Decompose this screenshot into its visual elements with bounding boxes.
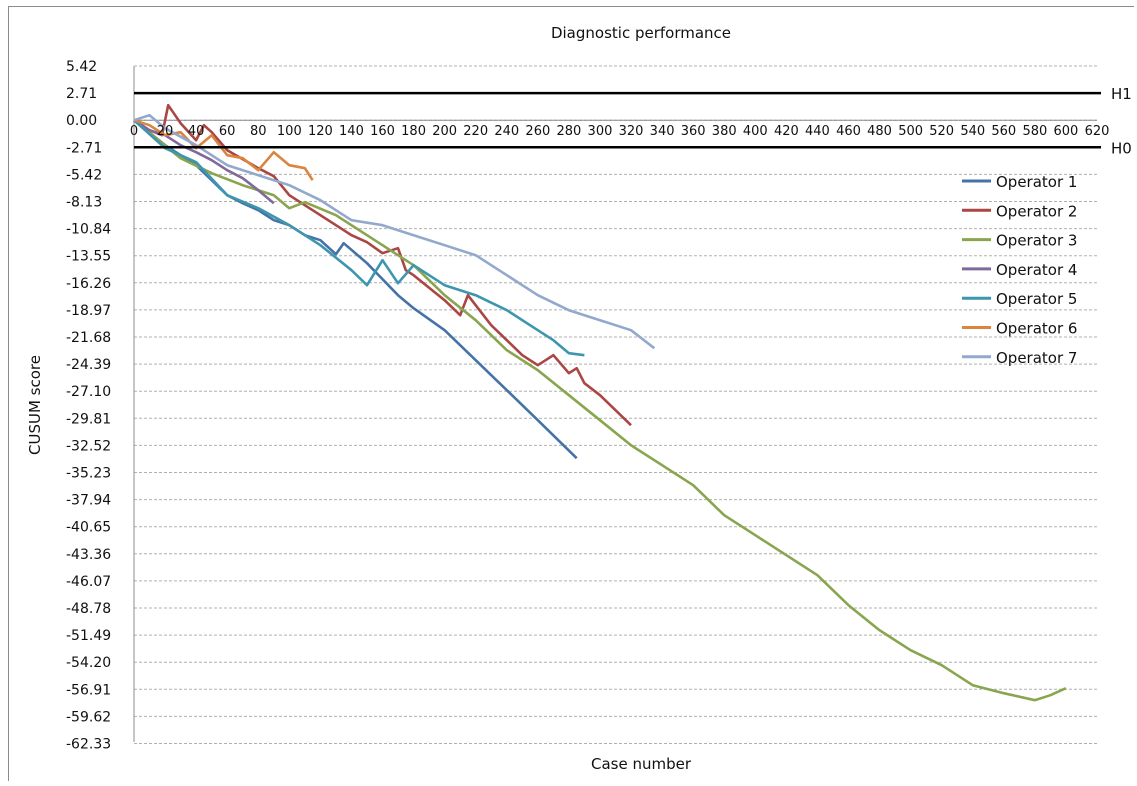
y-tick-label: 0.00 [66,113,97,129]
legend-label: Operator 1 [996,173,1077,191]
y-tick-label: -40.65 [66,520,111,536]
x-tick-label: 600 [1054,124,1079,139]
y-tick-label: -46.07 [66,574,111,590]
x-tick-label: 360 [681,124,706,139]
y-tick-label: -59.62 [66,709,111,725]
x-tick-label: 100 [277,124,302,139]
y-tick-label: -5.42 [66,167,102,183]
x-tick-label: 460 [836,124,861,139]
legend-label: Operator 2 [996,202,1077,220]
x-tick-label: 260 [525,124,550,139]
series-line-operator-4 [133,119,275,205]
x-tick-label: 280 [556,124,581,139]
x-tick-label: 320 [619,124,644,139]
gridlines [133,65,1097,744]
chart-frame: Diagnostic performance Case number CUSUM… [8,6,1134,781]
x-tick-label: 200 [432,124,457,139]
series-line-operator-3 [133,119,1067,702]
x-tick-label: 160 [370,124,395,139]
x-tick-labels: 0 20 40 60 80 100 120 140 160 180 200 220 240 260 280 3… [130,124,1110,139]
x-tick-label: 40 [188,124,205,139]
x-tick-label: 340 [650,124,675,139]
y-tick-label: -24.39 [66,357,111,373]
x-tick-label: 420 [774,124,799,139]
y-tick-label: -29.81 [66,411,111,427]
x-axis-label: Case number [591,755,692,773]
y-tick-label: -8.13 [66,195,102,211]
y-tick-label: -18.97 [66,303,111,319]
x-tick-label: 80 [250,124,267,139]
legend-label: Operator 3 [996,232,1077,250]
y-tick-label: -56.91 [66,682,111,698]
x-tick-label: 380 [712,124,737,139]
x-tick-label: 400 [743,124,768,139]
y-tick-labels: 5.42 2.71 0.00 -2.71 -5.42 -8.13 -10.84 -13.55 -… [66,59,111,753]
y-tick-label: -13.55 [66,249,111,265]
series-line-operator-5 [133,119,585,357]
y-tick-label: -32.52 [66,438,111,454]
y-tick-label: -54.20 [66,655,111,671]
series-line-operator-7 [133,113,656,350]
x-tick-label: 0 [130,124,138,139]
x-tick-label: 580 [1022,124,1047,139]
y-tick-label: -16.26 [66,276,111,292]
y-tick-label: -27.10 [66,384,111,400]
reference-label-h1: H1 [1111,85,1132,103]
legend-label: Operator 5 [996,290,1077,308]
x-tick-label: 20 [157,124,174,139]
x-tick-label: 220 [463,124,488,139]
y-tick-label: -48.78 [66,601,111,617]
y-tick-label: -10.84 [66,222,111,238]
series-line-operator-6 [133,118,314,181]
y-tick-label: -43.36 [66,547,111,563]
legend-label: Operator 6 [996,320,1077,338]
x-tick-label: 620 [1085,124,1110,139]
y-tick-label: -62.33 [66,737,111,753]
x-tick-label: 240 [494,124,519,139]
reference-label-h0: H0 [1111,139,1132,157]
x-tick-label: 540 [960,124,985,139]
reference-lines: H1 H0 [134,85,1132,157]
legend-label: Operator 4 [996,261,1077,279]
x-tick-label: 120 [308,124,333,139]
x-tick-label: 440 [805,124,830,139]
y-axis-label: CUSUM score [26,355,44,455]
y-tick-label: -21.68 [66,330,111,346]
x-tick-label: 300 [588,124,613,139]
y-tick-label: -51.49 [66,628,111,644]
series-line-operator-1 [133,119,578,460]
y-tick-label: -37.94 [66,493,111,509]
x-tick-label: 140 [339,124,364,139]
x-tick-label: 500 [898,124,923,139]
cusum-chart: Diagnostic performance Case number CUSUM… [26,24,1132,773]
y-tick-label: -35.23 [66,466,111,482]
x-tick-label: 480 [867,124,892,139]
legend-label: Operator 7 [996,349,1077,367]
y-tick-label: 2.71 [66,86,97,102]
legend: Operator 1 Operator 2 Operator 3 Operator 4… [962,173,1077,367]
x-tick-label: 60 [219,124,236,139]
y-tick-label: 5.42 [66,59,97,75]
x-tick-label: 520 [929,124,954,139]
x-tick-label: 180 [401,124,426,139]
y-tick-label: -2.71 [66,140,102,156]
x-tick-label: 560 [991,124,1016,139]
chart-title: Diagnostic performance [551,24,731,42]
series-lines [133,103,1067,702]
